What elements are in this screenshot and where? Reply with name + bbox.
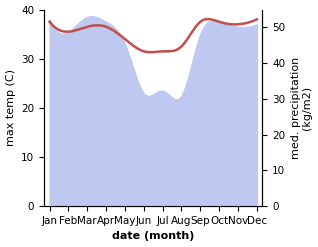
Y-axis label: med. precipitation
(kg/m2): med. precipitation (kg/m2) xyxy=(291,57,313,159)
Y-axis label: max temp (C): max temp (C) xyxy=(5,69,16,146)
X-axis label: date (month): date (month) xyxy=(112,231,194,242)
